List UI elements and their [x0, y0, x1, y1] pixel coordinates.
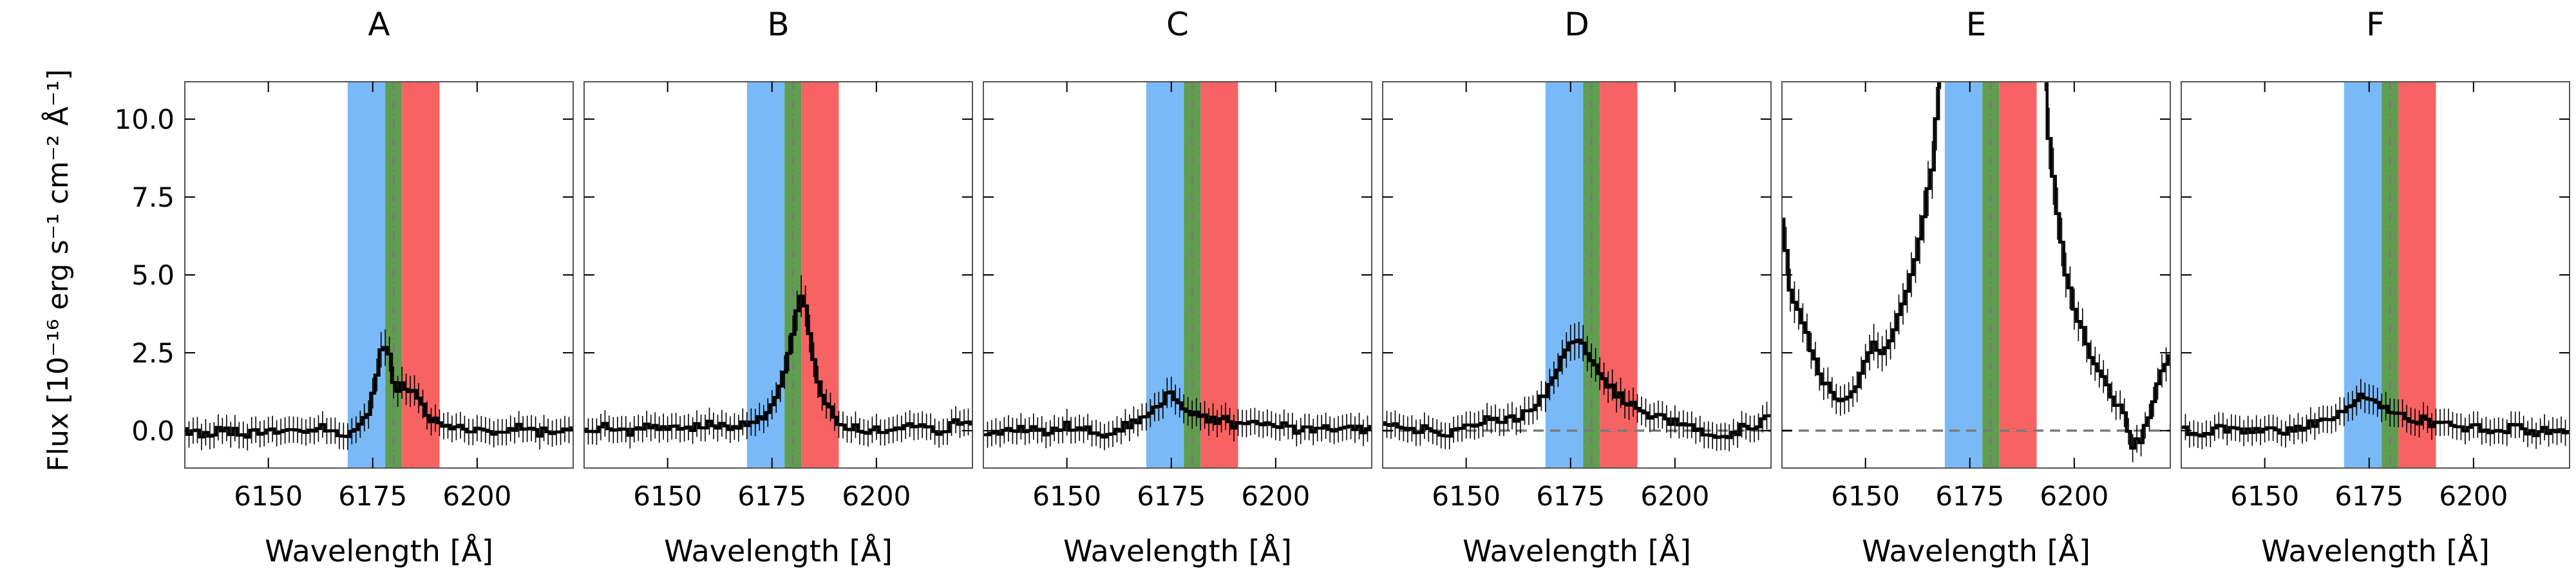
flux-data — [185, 329, 573, 451]
flux-data — [584, 275, 972, 449]
x-tick-label: 6200 — [842, 480, 911, 512]
x-axis-label: Wavelength [Å] — [1862, 534, 2090, 568]
red-band — [1999, 82, 2037, 468]
flux-data — [2181, 379, 2570, 449]
x-tick-label: 6150 — [1432, 480, 1501, 512]
x-axis-label: Wavelength [Å] — [2261, 534, 2490, 568]
panel-title: C — [1166, 6, 1189, 43]
x-tick-label: 6175 — [1137, 480, 1206, 512]
blue-band — [2344, 82, 2382, 468]
flux-curve — [2045, 82, 2170, 450]
y-tick-label: 10.0 — [114, 104, 175, 135]
blue-band — [746, 82, 785, 468]
panel-b: 6150 6175 6200 B Wavelength [Å] — [583, 6, 973, 568]
red-band — [2398, 82, 2436, 468]
x-tick-label: 6150 — [1032, 480, 1101, 512]
flux-curve — [1383, 338, 1771, 440]
x-tick-label: 6150 — [234, 480, 303, 512]
flux-curve — [983, 390, 1372, 439]
x-tick-label: 6175 — [737, 480, 806, 512]
y-axis-label: Flux [10⁻¹⁶ erg s⁻¹ cm⁻² Å⁻¹] — [41, 69, 75, 471]
panel-a: 6150 6175 6200 0.0 2.5 5.0 7.5 10.0 A Wavelength … — [114, 6, 574, 568]
x-tick-label: 6200 — [2439, 480, 2508, 512]
y-tick-label: 7.5 — [131, 182, 175, 213]
y-tick-label: 2.5 — [131, 337, 175, 369]
flux-curve — [1782, 82, 1940, 402]
panel-title: F — [2366, 6, 2385, 43]
x-axis-label: Wavelength [Å] — [1063, 534, 1292, 568]
x-tick-label: 6200 — [2040, 480, 2108, 512]
flux-data — [1782, 82, 2170, 462]
red-band — [402, 82, 440, 468]
x-tick-label: 6200 — [442, 480, 511, 512]
x-axis-label: Wavelength [Å] — [664, 534, 893, 568]
x-tick-label: 6175 — [2334, 480, 2403, 512]
flux-curve — [584, 294, 972, 437]
flux-curve — [2181, 392, 2570, 438]
x-tick-label: 6200 — [1640, 480, 1709, 512]
blue-band — [1944, 82, 1983, 468]
flux-data — [1383, 321, 1771, 451]
y-tick-label: 0.0 — [131, 415, 175, 447]
blue-band — [347, 82, 386, 468]
flux-curve — [185, 346, 573, 439]
panel-e: 6150 6175 6200 E Wavelength [Å] — [1781, 6, 2171, 568]
x-axis-label: Wavelength [Å] — [1463, 534, 1691, 568]
x-tick-label: 6175 — [338, 480, 407, 512]
x-tick-label: 6150 — [2230, 480, 2299, 512]
x-axis-label: Wavelength [Å] — [265, 534, 493, 568]
red-band — [1200, 82, 1238, 468]
panel-title: A — [368, 6, 390, 43]
x-tick-label: 6200 — [1241, 480, 1310, 512]
panel-f: 6150 6175 6200 F Wavelength [Å] — [2181, 6, 2570, 568]
blue-band — [1545, 82, 1584, 468]
panel-d: 6150 6175 6200 D Wavelength [Å] — [1382, 6, 1772, 568]
x-tick-label: 6150 — [633, 480, 702, 512]
panel-title: E — [1966, 6, 1987, 43]
red-band — [1600, 82, 1638, 468]
x-tick-label: 6150 — [1831, 480, 1900, 512]
red-band — [801, 82, 839, 468]
x-tick-label: 6175 — [1935, 480, 2004, 512]
y-tick-label: 5.0 — [131, 259, 175, 291]
panel-title: B — [767, 6, 789, 43]
flux-data — [983, 376, 1372, 451]
x-tick-label: 6175 — [1536, 480, 1605, 512]
panel-c: 6150 6175 6200 C Wavelength [Å] — [983, 6, 1372, 568]
panel-title: D — [1564, 6, 1589, 43]
